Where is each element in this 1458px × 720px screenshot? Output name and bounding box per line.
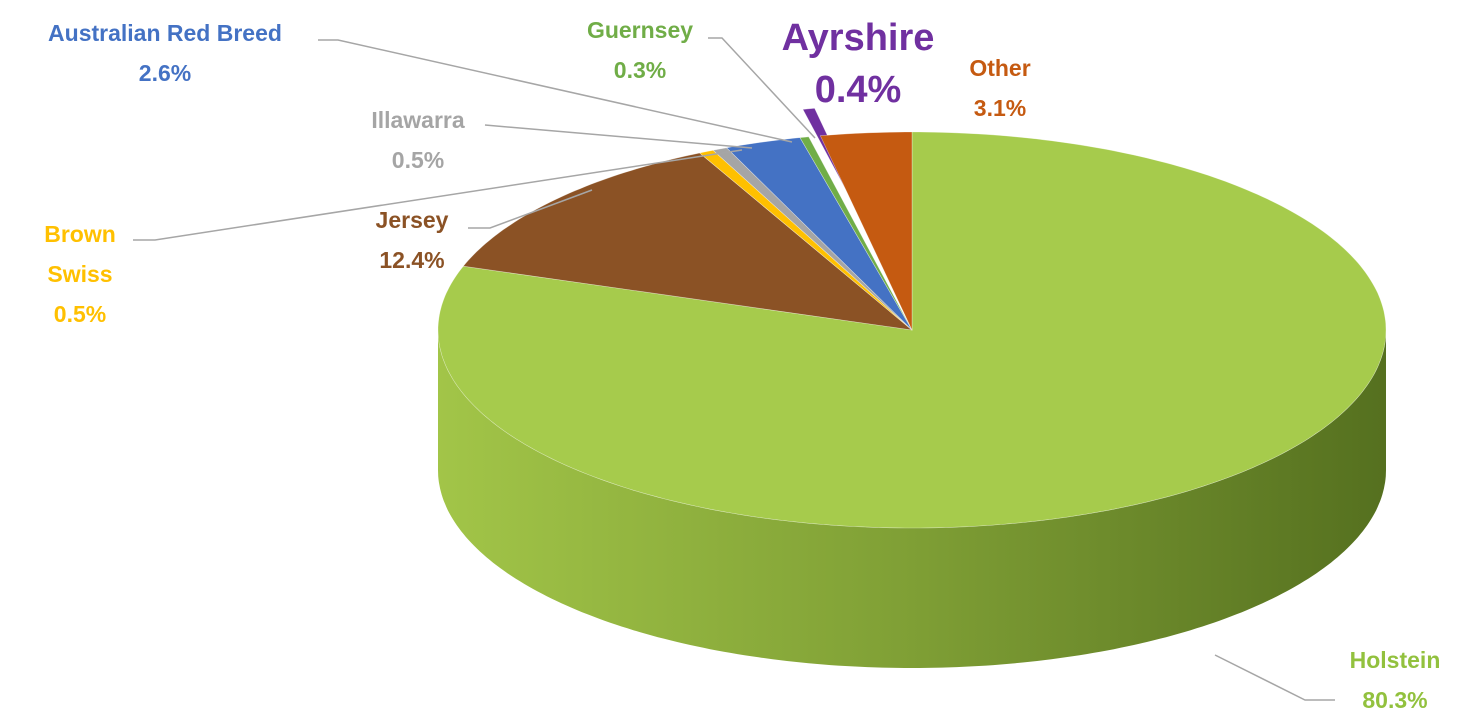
data-label: Jersey 12.4% [376,200,449,280]
data-label: Guernsey 0.3% [587,10,693,90]
data-value: 80.3% [1362,687,1428,713]
data-label: Other 3.1% [969,48,1030,128]
data-value: 0.3% [613,57,667,83]
pie-side [438,330,1386,668]
category-name: Jersey [375,207,449,233]
data-label: Brown Swiss 0.5% [30,214,130,334]
data-label: Australian Red Breed 2.6% [48,13,282,93]
category-name: Australian Red Breed [48,20,282,46]
category-name: Holstein [1349,647,1441,673]
data-value: 12.4% [379,247,445,273]
leader-line [484,124,753,149]
pie-slice [819,131,913,331]
category-name: Guernsey [586,17,694,43]
pie-slice [799,136,913,331]
category-name: Ayrshire [781,17,935,59]
category-name: Illawarra [371,107,465,133]
data-value: 2.6% [138,60,192,86]
data-value: 0.4% [814,69,902,111]
data-value: 0.5% [53,301,107,327]
leader-line [133,149,743,241]
leader-line [1214,654,1335,701]
category-name: Brown Swiss [44,221,116,287]
pie-slice [462,152,914,331]
leader-line [708,37,816,139]
leader-line [468,189,593,229]
data-label: Holstein 80.3% [1350,640,1441,720]
data-label: Ayrshire 0.4% [782,12,935,116]
data-label: Illawarra 0.5% [371,100,464,180]
data-value: 0.5% [391,147,445,173]
data-value: 3.1% [973,95,1027,121]
leader-line [318,39,793,143]
category-name: Other [969,55,1031,81]
